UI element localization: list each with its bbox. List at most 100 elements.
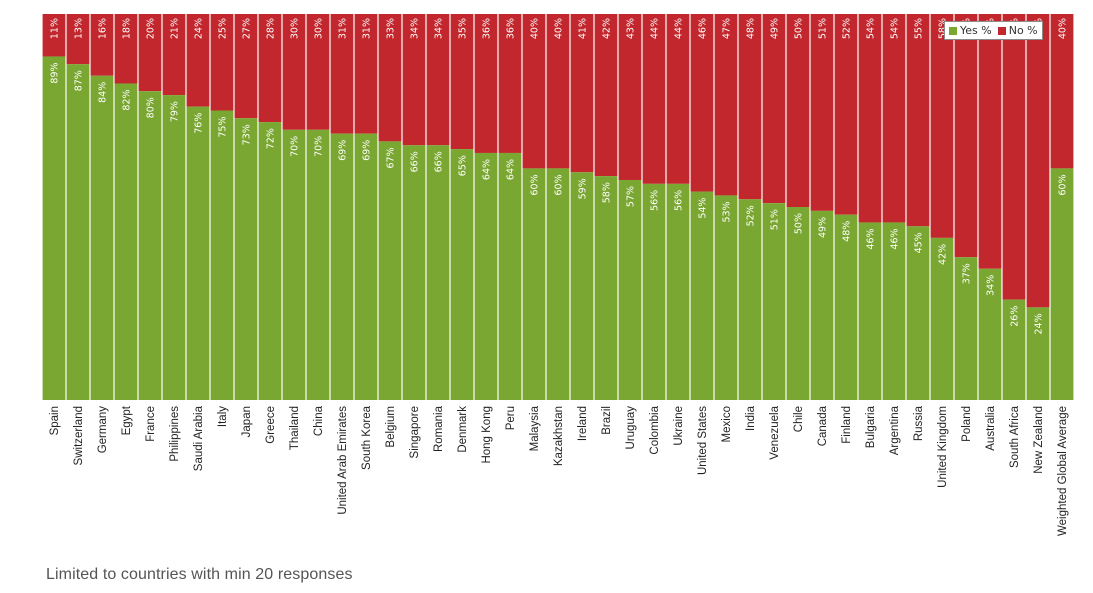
bar-label-yes-5: 79% <box>170 101 181 122</box>
category-label-19: Peru <box>505 406 517 430</box>
category-label-40: South Africa <box>1009 405 1021 468</box>
bar-label-no-23: 42% <box>602 18 613 39</box>
bar-no-7 <box>210 14 234 111</box>
bar-no-40 <box>1002 14 1026 300</box>
bar-yes-5 <box>162 95 186 400</box>
bar-label-yes-3: 82% <box>122 89 133 110</box>
category-label-7: Italy <box>217 406 229 427</box>
chart-footnote: Limited to countries with min 20 respons… <box>46 566 353 583</box>
bar-yes-2 <box>90 75 114 400</box>
bar-no-14 <box>378 14 402 142</box>
category-label-25: Colombia <box>649 405 661 454</box>
bar-yes-7 <box>210 110 234 400</box>
category-label-35: Argentina <box>889 405 901 455</box>
category-label-34: Bulgaria <box>865 405 877 448</box>
bar-label-no-0: 11% <box>50 18 61 39</box>
bar-yes-14 <box>378 141 402 400</box>
category-label-28: Mexico <box>721 406 733 442</box>
bar-yes-15 <box>402 145 426 400</box>
legend-label-yes: Yes % <box>960 24 992 37</box>
bar-no-38 <box>954 14 978 258</box>
bar-label-no-12: 31% <box>338 18 349 39</box>
bar-no-9 <box>258 14 282 123</box>
bar-no-37 <box>930 14 954 238</box>
bar-label-yes-22: 59% <box>578 178 589 199</box>
category-label-39: Australia <box>985 405 997 450</box>
bar-label-no-31: 50% <box>794 18 805 39</box>
bar-label-no-27: 46% <box>698 18 709 39</box>
bar-yes-36 <box>906 226 930 400</box>
bar-no-0 <box>42 14 66 57</box>
bar-label-no-4: 20% <box>146 18 157 39</box>
bar-label-yes-4: 80% <box>146 97 157 118</box>
category-label-20: Malaysia <box>529 405 541 451</box>
bar-label-yes-16: 66% <box>434 151 445 172</box>
bar-yes-31 <box>786 207 810 400</box>
category-label-8: Japan <box>241 406 253 437</box>
bar-label-no-35: 54% <box>890 18 901 39</box>
bar-yes-35 <box>882 222 906 400</box>
bar-label-yes-1: 87% <box>74 70 85 91</box>
category-label-31: Chile <box>793 406 805 432</box>
bar-no-6 <box>186 14 210 107</box>
bar-no-31 <box>786 14 810 207</box>
legend-item-yes: Yes % <box>949 24 992 37</box>
bar-label-yes-23: 58% <box>602 182 613 203</box>
bar-yes-34 <box>858 222 882 400</box>
category-label-5: Philippines <box>169 406 181 462</box>
bar-label-yes-39: 34% <box>986 275 997 296</box>
bar-label-no-34: 54% <box>866 18 877 39</box>
bar-no-23 <box>594 14 618 177</box>
bar-label-yes-31: 50% <box>794 213 805 234</box>
bar-no-33 <box>834 14 858 215</box>
bar-no-32 <box>810 14 834 211</box>
bar-no-39 <box>978 14 1002 269</box>
category-label-33: Finland <box>841 406 853 444</box>
bar-no-15 <box>402 14 426 146</box>
bar-yes-23 <box>594 176 618 400</box>
bar-no-18 <box>474 14 498 153</box>
category-label-30: Venezuela <box>769 405 781 459</box>
bar-label-no-13: 31% <box>362 18 373 39</box>
category-label-15: Singapore <box>409 406 421 458</box>
bar-yes-10 <box>282 129 306 401</box>
bar-no-1 <box>66 14 90 65</box>
category-label-14: Belgium <box>385 406 397 448</box>
category-label-0: Spain <box>49 406 61 435</box>
bar-yes-1 <box>66 64 90 401</box>
bar-no-35 <box>882 14 906 223</box>
bar-yes-29 <box>738 199 762 400</box>
bar-label-yes-6: 76% <box>194 113 205 134</box>
bar-yes-26 <box>666 183 690 400</box>
bar-label-yes-21: 60% <box>554 174 565 195</box>
bar-no-25 <box>642 14 666 184</box>
bar-label-yes-28: 53% <box>722 201 733 222</box>
category-label-36: Russia <box>913 405 925 441</box>
bar-no-10 <box>282 14 306 130</box>
bar-label-yes-29: 52% <box>746 205 757 226</box>
bar-yes-24 <box>618 179 642 400</box>
bar-yes-40 <box>1002 299 1026 400</box>
category-label-37: United Kingdom <box>937 406 949 488</box>
bar-no-29 <box>738 14 762 200</box>
bar-yes-30 <box>762 203 786 400</box>
bar-yes-19 <box>498 152 522 400</box>
category-label-3: Egypt <box>121 405 133 435</box>
bar-label-no-42: 40% <box>1058 18 1069 39</box>
category-label-27: United States <box>697 406 709 475</box>
category-label-1: Switzerland <box>73 406 85 465</box>
bar-label-no-10: 30% <box>290 18 301 39</box>
bar-no-28 <box>714 14 738 196</box>
bar-label-no-20: 40% <box>530 18 541 39</box>
bar-yes-4 <box>138 91 162 400</box>
bar-yes-41 <box>1026 307 1050 400</box>
bar-label-no-25: 44% <box>650 18 661 39</box>
bar-yes-28 <box>714 195 738 400</box>
bar-label-yes-33: 48% <box>842 221 853 242</box>
category-label-18: Hong Kong <box>481 406 493 464</box>
category-label-24: Uruguay <box>625 406 637 450</box>
bar-yes-17 <box>450 149 474 400</box>
bar-yes-27 <box>690 191 714 400</box>
bar-label-no-3: 18% <box>122 18 133 39</box>
